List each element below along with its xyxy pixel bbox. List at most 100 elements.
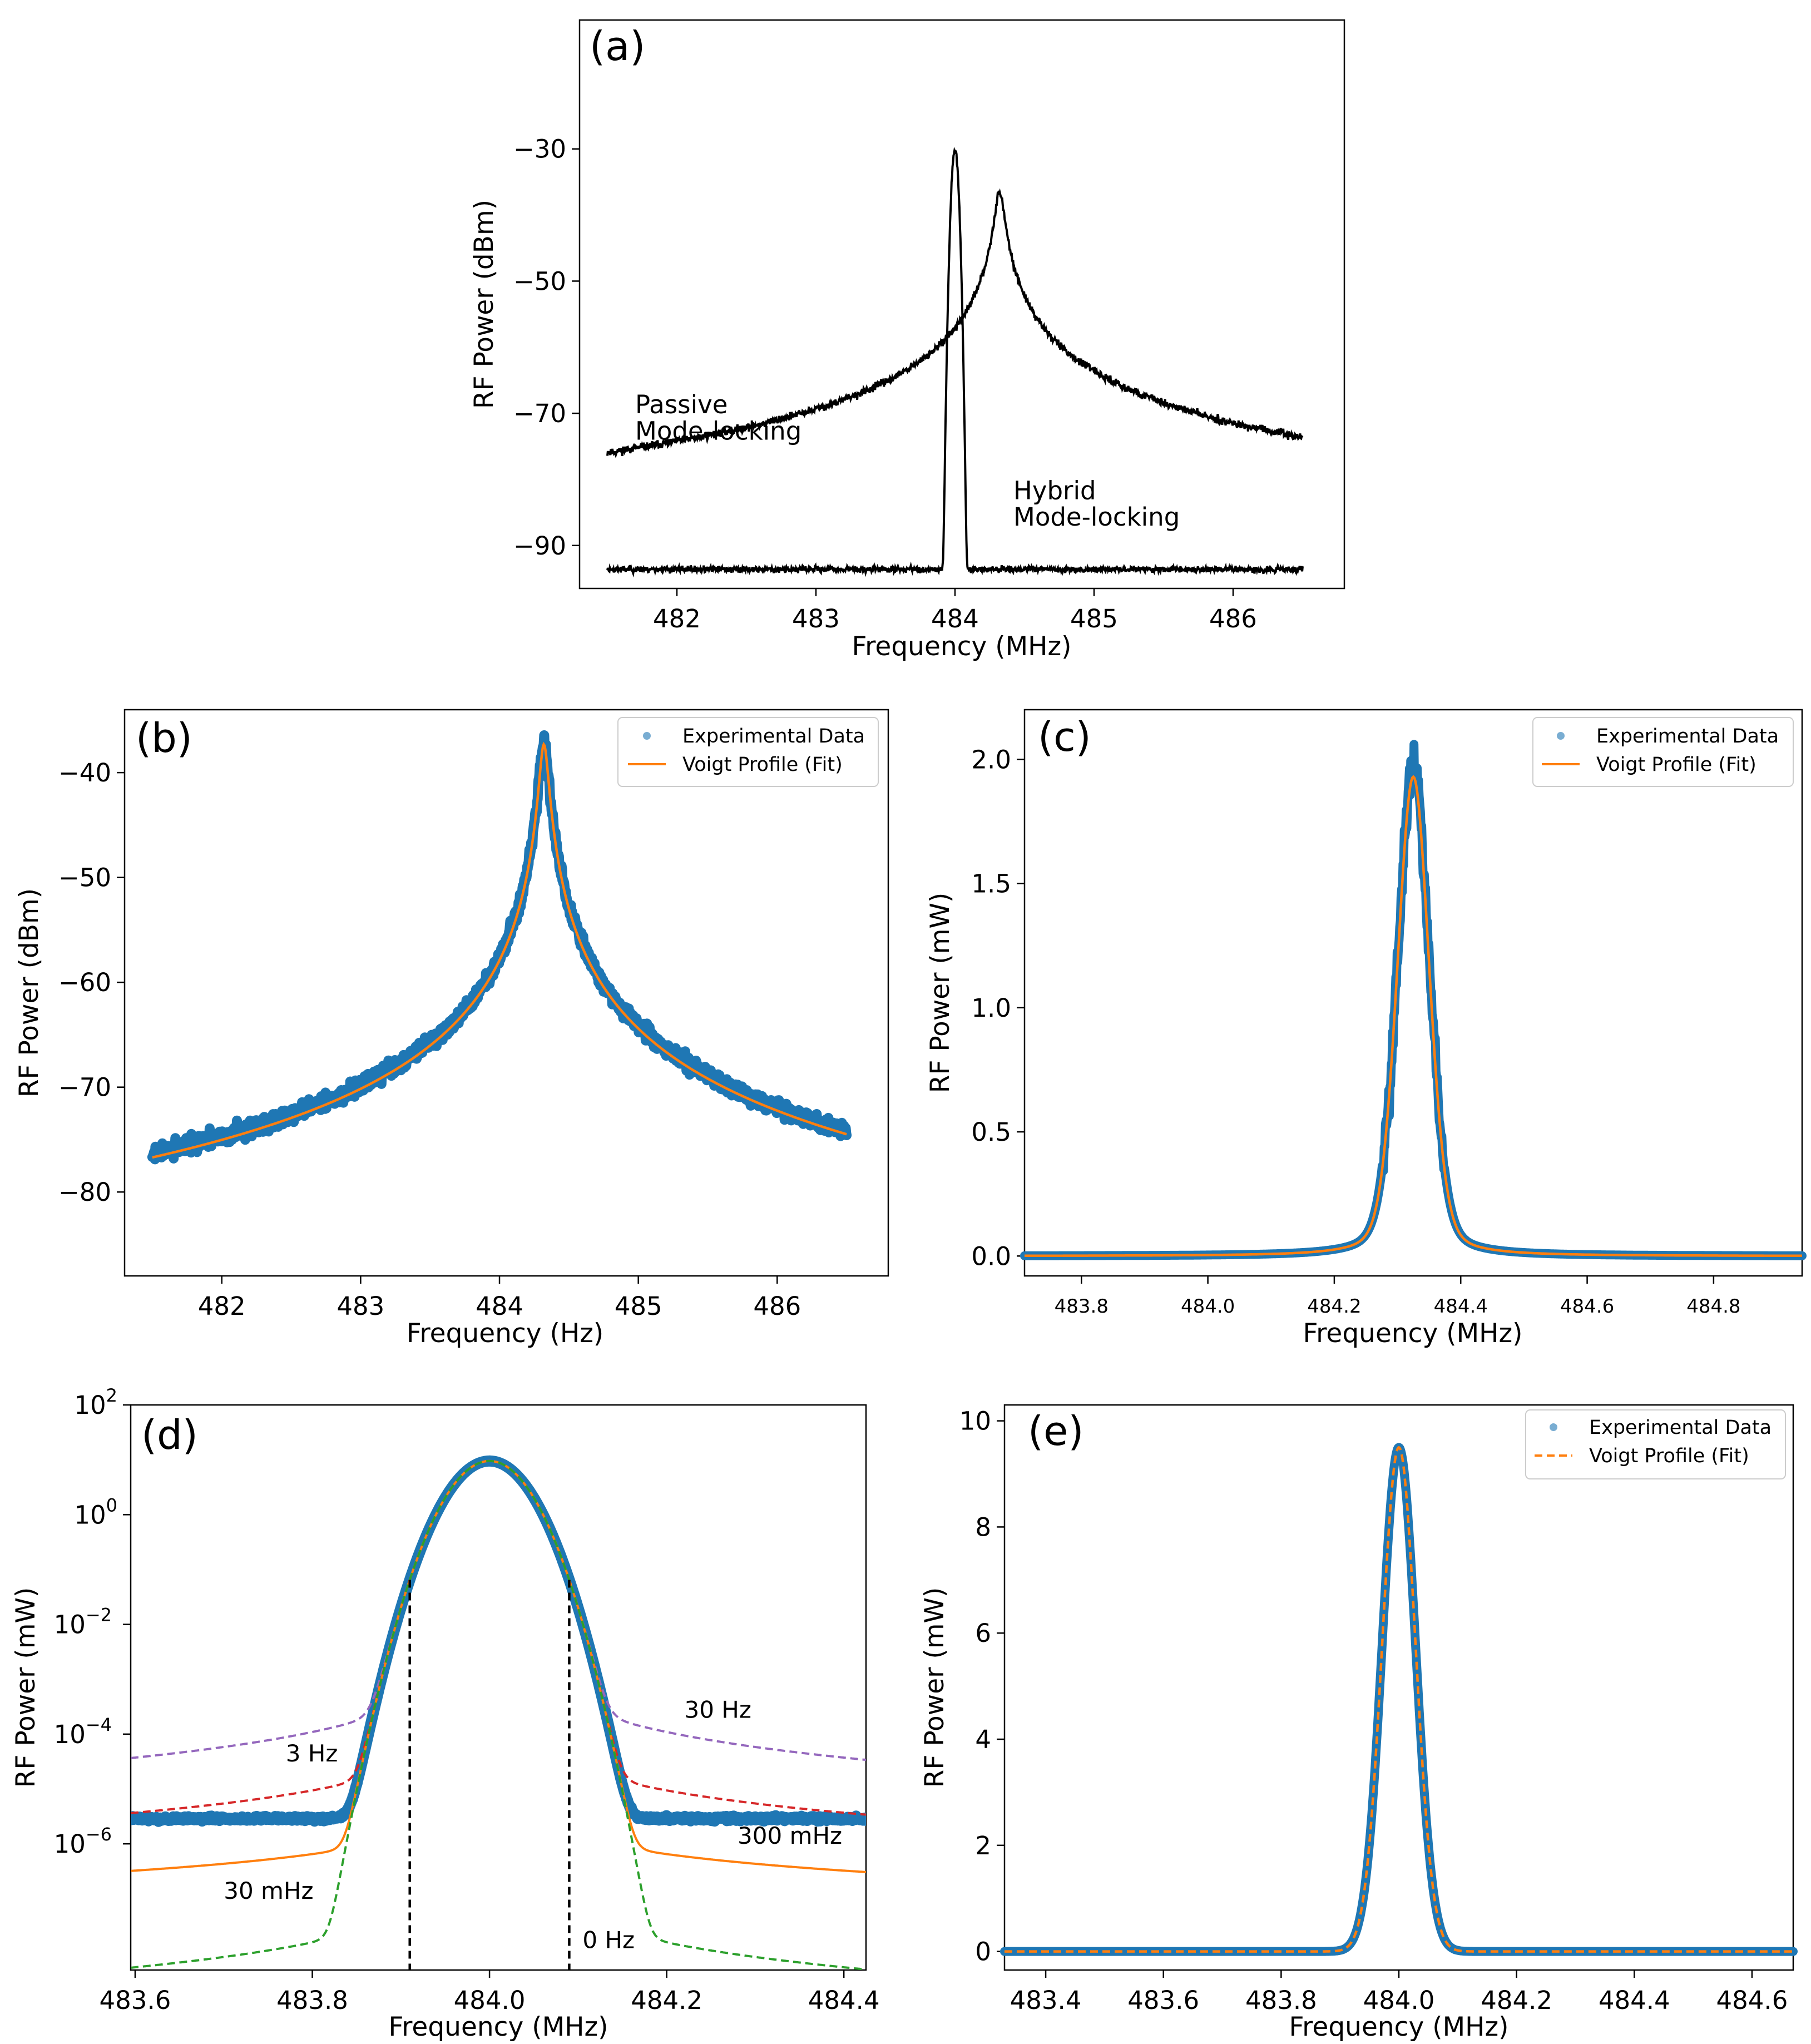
panel-b-legend-box (617, 717, 879, 787)
panel-d-xtick-label: 484.2 (631, 1986, 702, 2015)
panel-d-curve-label: 3 Hz (286, 1740, 338, 1767)
panel-c-xlabel: Frequency (MHz) (1303, 1318, 1523, 1349)
panel-a-annotation: Mode-locking (635, 417, 801, 446)
panel-b-ytick-label: −50 (58, 863, 111, 893)
panel-b-xtick-label: 484 (476, 1291, 523, 1321)
panel-b-ytick-label: −40 (58, 758, 111, 788)
panel-d-series-0hz (131, 1459, 866, 1970)
panel-b-xtick-label: 483 (337, 1291, 384, 1321)
panel-d-xtick-label: 484.0 (454, 1986, 526, 2015)
panel-d-curve-label: 30 mHz (224, 1877, 313, 1904)
panel-d-series-data (131, 1455, 866, 1827)
panel-e-series-data (1000, 1443, 1798, 1956)
panel-c-ytick-label: 1.0 (971, 993, 1011, 1023)
panel-d-ytick-label: 100 (74, 1494, 117, 1530)
panel-c-ytick-label: 2.0 (971, 745, 1011, 774)
panel-a-xtick-label: 486 (1209, 604, 1257, 634)
panel-a-tag: (a) (590, 23, 645, 70)
panel-b-xtick-label: 485 (615, 1291, 662, 1321)
panel-b-ytick-label: −80 (58, 1177, 111, 1207)
panel-c-ytick-label: 0.5 (971, 1117, 1011, 1147)
panel-a-ylabel: RF Power (dBm) (469, 200, 499, 409)
panel-d-curve-label: 300 mHz (738, 1822, 842, 1849)
panel-a-annotation: Passive (635, 390, 728, 419)
panel-c-series-fit (1025, 775, 1802, 1258)
panel-b-series-fit (152, 741, 847, 1159)
panel-b-chart: (b) Frequency (Hz) RF Power (dBm) 482 483… (14, 709, 889, 1349)
panel-e-ytick-label: 10 (959, 1407, 991, 1436)
panel-c-legend-data: Experimental Data (1596, 725, 1779, 748)
panel-a-xtick-label: 483 (792, 604, 840, 634)
panel-a-series-hybrid (606, 146, 1304, 578)
panel-e-xtick-label: 484.0 (1363, 1986, 1435, 2015)
panel-e-xtick-label: 484.4 (1599, 1986, 1670, 2015)
panel-d-ytick-label: 102 (74, 1385, 117, 1420)
panel-d-ytick-label: 10−4 (54, 1714, 112, 1749)
panel-e-legend-fit: Voigt Profile (Fit) (1589, 1445, 1749, 1467)
panel-e-chart: (e) Frequency (MHz) RF Power (mW) 483.4 4… (919, 1404, 1798, 2042)
panel-b-frame (123, 709, 889, 1277)
panel-a-annotation: Hybrid (1013, 476, 1096, 506)
panel-a-series-passive (606, 188, 1304, 458)
panel-b-ytick-label: −60 (58, 968, 111, 997)
panel-e-xlabel: Frequency (MHz) (1289, 2012, 1509, 2042)
panel-d-series-300mhz (131, 1459, 866, 1873)
panel-a-xlabel: Frequency (MHz) (852, 631, 1072, 662)
panel-e-ytick-label: 2 (975, 1831, 991, 1860)
panel-d-xtick-label: 484.4 (808, 1986, 880, 2015)
panel-a-xtick-label: 485 (1070, 604, 1118, 634)
panel-e-ytick-label: 4 (975, 1725, 991, 1754)
panel-c-xtick-label: 484.0 (1181, 1295, 1235, 1318)
panel-c-series-data (1020, 740, 1807, 1260)
panel-d-series-30hz (131, 1459, 866, 1761)
panel-b-xtick-label: 486 (753, 1291, 801, 1321)
panel-b-ylabel: RF Power (dBm) (14, 888, 44, 1097)
panel-c-legend-fit: Voigt Profile (Fit) (1596, 754, 1756, 776)
panel-c-chart: (c) Frequency (MHz) RF Power (mW) 483.8 4… (925, 709, 1807, 1349)
panel-a-xtick-label: 482 (653, 604, 701, 634)
panel-c-xtick-label: 484.2 (1307, 1295, 1361, 1318)
panel-a-ytick-label: −70 (513, 399, 566, 428)
panel-a-ytick-label: −90 (513, 531, 566, 561)
panel-b-ytick-label: −70 (58, 1073, 111, 1102)
panel-e-legend-marker-data (1550, 1423, 1557, 1431)
panel-e-series-fit (1005, 1446, 1793, 1953)
panel-d-tag: (d) (141, 1412, 198, 1458)
panel-e-ytick-label: 6 (975, 1619, 991, 1648)
panel-b-tag: (b) (136, 715, 192, 761)
panel-d-ytick-label: 10−2 (54, 1605, 112, 1640)
panel-e-ytick-label: 0 (975, 1937, 991, 1967)
panel-c-legend-marker-data (1557, 732, 1565, 740)
panel-d-xtick-label: 483.8 (276, 1986, 348, 2015)
panel-e-xtick-label: 483.6 (1127, 1986, 1199, 2015)
panel-b-xlabel: Frequency (Hz) (407, 1318, 603, 1349)
panel-e-legend: Experimental Data Voigt Profile (Fit) (1525, 1409, 1786, 1479)
panel-a-ytick-label: −50 (513, 266, 566, 296)
panel-a-chart: (a) Frequency (MHz) RF Power (dBm) 482 48… (469, 19, 1345, 662)
panel-c-ytick-label: 1.5 (971, 869, 1011, 899)
panel-e-xtick-label: 483.4 (1010, 1986, 1082, 2015)
panel-b-legend-marker-data (643, 732, 651, 740)
panel-d-xtick-label: 483.6 (100, 1986, 171, 2015)
panel-a-frame (578, 19, 1345, 590)
panel-c-xtick-label: 483.8 (1055, 1295, 1109, 1318)
panel-c-xtick-label: 484.4 (1434, 1295, 1488, 1318)
panel-e-xtick-label: 484.2 (1481, 1986, 1552, 2015)
panel-c-tag: (c) (1038, 714, 1091, 760)
panel-b-legend: Experimental Data Voigt Profile (Fit) (617, 717, 879, 787)
panel-b-xtick-label: 482 (198, 1291, 246, 1321)
panel-e-xtick-label: 483.8 (1245, 1986, 1317, 2015)
panel-b-legend-fit: Voigt Profile (Fit) (682, 754, 843, 776)
panel-d-series-3hz (131, 1459, 866, 1816)
panel-e-xtick-label: 484.6 (1716, 1986, 1788, 2015)
panel-c-legend: Experimental Data Voigt Profile (Fit) (1532, 717, 1794, 787)
panel-d-curve-label: 0 Hz (582, 1927, 635, 1954)
panel-b-legend-data: Experimental Data (682, 725, 865, 748)
panel-e-ylabel: RF Power (mW) (919, 1587, 950, 1788)
panel-d-frame (130, 1404, 867, 1971)
panel-d-curve-label: 30 Hz (684, 1696, 751, 1723)
panel-a-ytick-label: −30 (513, 135, 566, 164)
panel-d-ytick-label: 10−6 (54, 1824, 112, 1859)
panel-a-xtick-label: 484 (931, 604, 979, 634)
